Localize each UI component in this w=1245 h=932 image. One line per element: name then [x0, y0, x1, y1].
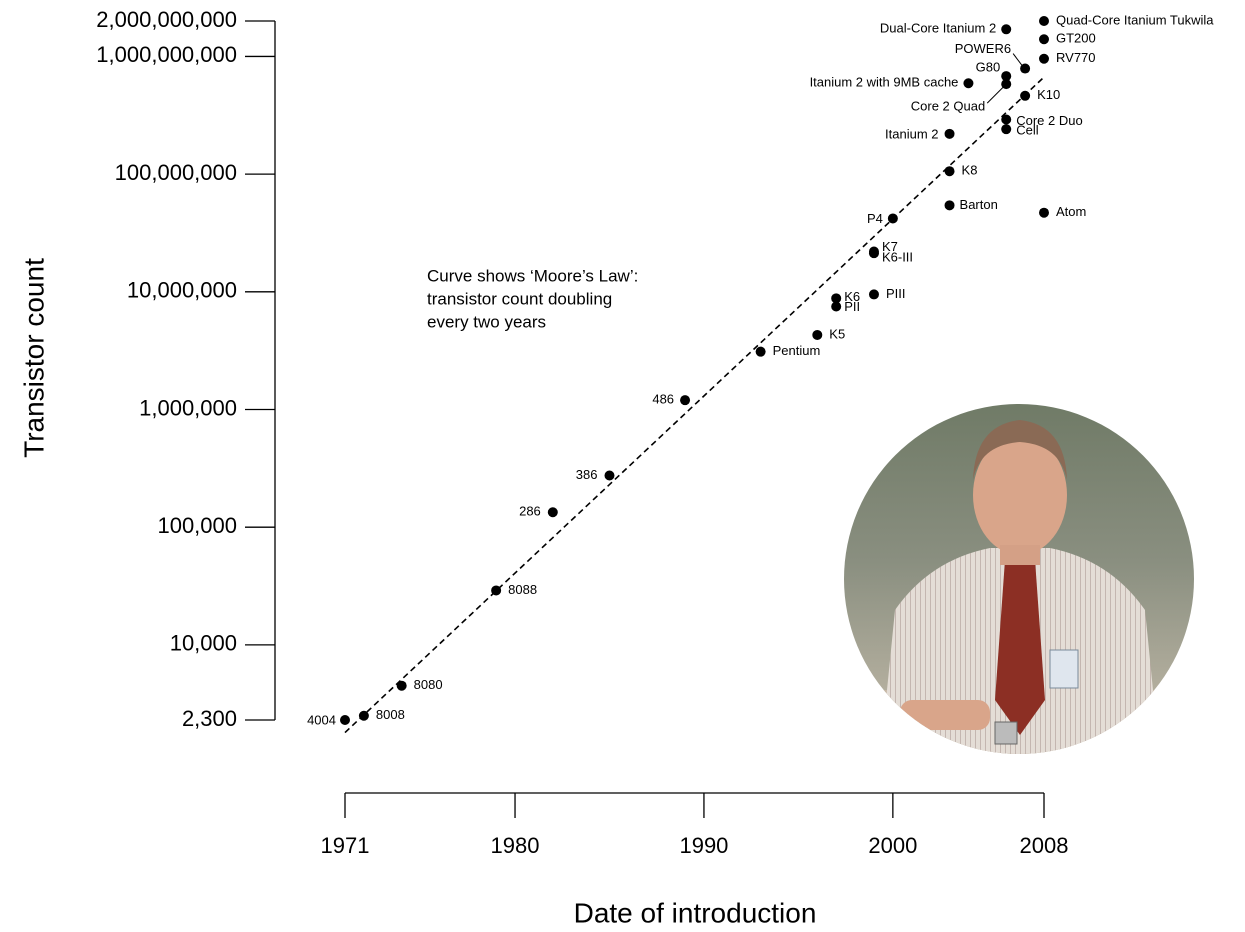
point	[1001, 71, 1011, 81]
point-label: PII	[844, 299, 860, 314]
point-label: Barton	[960, 197, 998, 212]
x-axis-label: Date of introduction	[574, 897, 817, 928]
y-tick-label: 10,000,000	[127, 278, 237, 303]
point	[945, 129, 955, 139]
y-axis-label: Transistor count	[18, 258, 49, 458]
point	[945, 166, 955, 176]
point	[491, 585, 501, 595]
point-label: 8088	[508, 582, 537, 597]
point	[869, 289, 879, 299]
point	[1001, 115, 1011, 125]
point	[359, 711, 369, 721]
point	[1039, 208, 1049, 218]
point-label: K7	[882, 239, 898, 254]
point	[1001, 24, 1011, 34]
point-label: K8	[962, 163, 978, 178]
point-label: 8008	[376, 707, 405, 722]
point	[548, 507, 558, 517]
point-label: Itanium 2 with 9MB cache	[810, 75, 959, 90]
point	[963, 78, 973, 88]
point	[397, 681, 407, 691]
page: 2,300 10,000 100,000 1,000,000 10,000,000 100…	[0, 0, 1245, 932]
point-label: K10	[1037, 87, 1060, 102]
point-label: RV770	[1056, 50, 1096, 65]
y-tick-label: 100,000	[157, 513, 237, 538]
x-tick-label: 2000	[868, 833, 917, 858]
label-arrow	[1013, 54, 1022, 66]
point	[869, 247, 879, 257]
point-label: Quad-Core Itanium Tukwila	[1056, 12, 1214, 27]
chart: 2,300 10,000 100,000 1,000,000 10,000,000 100…	[0, 0, 1245, 932]
y-tick-label: 1,000,000,000	[96, 42, 237, 67]
point-label: Core 2 Quad	[911, 99, 985, 114]
y-tick-label: 1,000,000	[139, 395, 237, 420]
x-tick-label: 2008	[1020, 833, 1069, 858]
point-label: PIII	[886, 286, 906, 301]
point	[680, 395, 690, 405]
point	[340, 715, 350, 725]
x-tick-label: 1980	[491, 833, 540, 858]
point-label: 386	[576, 467, 598, 482]
point	[812, 330, 822, 340]
annotation: transistor count doubling	[427, 289, 612, 308]
point-label: 8080	[414, 677, 443, 692]
y-tick-label: 2,000,000,000	[96, 7, 237, 32]
photo	[840, 400, 1200, 760]
y-tick-label: 100,000,000	[115, 160, 237, 185]
point-label: GT200	[1056, 31, 1096, 46]
point	[756, 347, 766, 357]
point	[831, 302, 841, 312]
point	[945, 200, 955, 210]
point-label: Itanium 2	[885, 126, 938, 141]
point-label: G80	[976, 60, 1001, 75]
point-label: K5	[829, 326, 845, 341]
annotation: Curve shows ‘Moore’s Law’:	[427, 266, 638, 285]
point	[604, 470, 614, 480]
x-tick-label: 1971	[321, 833, 370, 858]
label-arrow	[987, 87, 1003, 103]
point-label: 486	[652, 392, 674, 407]
point	[1039, 16, 1049, 26]
point-label: Dual-Core Itanium 2	[880, 21, 996, 36]
point-label: 4004	[307, 712, 336, 727]
point-label: Pentium	[773, 343, 821, 358]
y-tick-label: 2,300	[182, 706, 237, 731]
x-tick-label: 1990	[679, 833, 728, 858]
point	[1039, 54, 1049, 64]
point	[888, 213, 898, 223]
point-label: POWER6	[955, 41, 1011, 56]
point	[1001, 124, 1011, 134]
annotation: every two years	[427, 312, 546, 331]
point-label: Core 2 Duo	[1016, 113, 1082, 128]
y-tick-label: 10,000	[170, 631, 237, 656]
point	[1039, 34, 1049, 44]
point-label: P4	[867, 211, 883, 226]
point-label: Atom	[1056, 204, 1086, 219]
point-label: 286	[519, 504, 541, 519]
point	[1020, 91, 1030, 101]
